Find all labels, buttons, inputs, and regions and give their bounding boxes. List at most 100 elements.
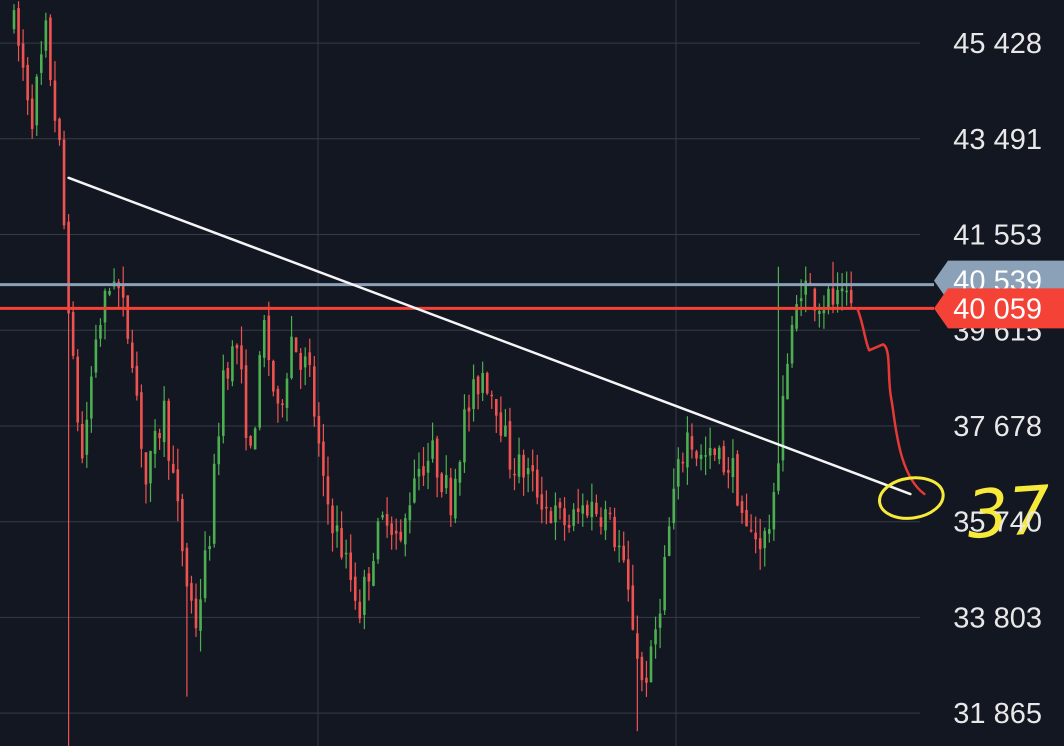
candle-152 <box>704 436 707 476</box>
candle-body-43 <box>208 546 211 550</box>
candle-130 <box>604 500 607 540</box>
candle-body-41 <box>199 599 202 631</box>
candle-body-163 <box>754 532 757 540</box>
candle-110 <box>513 458 516 491</box>
candle-181 <box>836 272 839 313</box>
candle-133 <box>617 530 621 563</box>
candle-body-112 <box>522 454 525 478</box>
candle-57 <box>272 359 275 397</box>
candle-69 <box>326 456 330 525</box>
candle-body-126 <box>586 504 589 516</box>
candle-124 <box>576 488 580 524</box>
candle-body-85 <box>399 531 403 541</box>
candle-body-135 <box>626 559 630 590</box>
candle-139 <box>645 660 648 697</box>
candle-154 <box>713 447 716 461</box>
candle-body-4 <box>30 98 34 130</box>
candle-body-31 <box>153 430 157 454</box>
candle-body-90 <box>422 466 425 476</box>
candle-137 <box>636 615 639 732</box>
candle-body-127 <box>590 501 594 518</box>
candle-body-96 <box>449 477 453 516</box>
candle-body-59 <box>281 403 284 406</box>
price-tags[interactable]: 40 539 40 059 <box>934 260 1064 329</box>
candle-body-116 <box>540 494 544 510</box>
candle-body-174 <box>804 280 807 295</box>
candle-100 <box>467 394 471 432</box>
candle-body-157 <box>727 470 730 473</box>
candle-body-95 <box>444 475 448 489</box>
candle-body-153 <box>708 447 712 456</box>
candle-body-107 <box>499 412 503 436</box>
candle-body-105 <box>490 394 494 397</box>
annotation-yellow-text: 37 <box>964 471 1053 554</box>
candle-149 <box>690 423 694 459</box>
candle-body-181 <box>836 289 839 305</box>
candle-131 <box>608 507 612 520</box>
candle-65 <box>308 338 312 377</box>
candle-170 <box>786 353 789 400</box>
candle-10 <box>58 117 61 146</box>
candle-176 <box>813 287 817 322</box>
candle-body-113 <box>526 468 530 475</box>
candle-body-155 <box>717 447 721 460</box>
candle-146 <box>677 447 680 500</box>
candle-135 <box>626 540 630 602</box>
candle-116 <box>540 476 544 524</box>
candle-150 <box>695 449 698 467</box>
candle-160 <box>740 495 744 524</box>
current-price-tag[interactable]: 40 059 <box>934 288 1064 329</box>
candle-143 <box>663 545 666 615</box>
candle-37 <box>181 493 184 567</box>
candle-142 <box>658 598 662 649</box>
candle-60 <box>285 372 289 422</box>
y-tick-label-6: 33 803 <box>953 602 1042 634</box>
candle-145 <box>672 468 676 530</box>
candle-82 <box>385 497 389 538</box>
annotation-red-path <box>855 307 926 496</box>
candle-90 <box>422 447 425 486</box>
candle-body-30 <box>149 451 152 484</box>
trendline-layer[interactable] <box>67 176 912 496</box>
candle-body-111 <box>517 454 521 477</box>
candle-106 <box>495 398 498 434</box>
candle-178 <box>822 295 826 329</box>
candle-73 <box>344 539 348 569</box>
candle-12 <box>67 214 70 746</box>
candle-45 <box>217 422 221 476</box>
candle-34 <box>167 398 170 480</box>
candle-body-48 <box>231 346 234 382</box>
candle-body-102 <box>476 376 480 395</box>
candle-86 <box>404 513 407 557</box>
candle-121 <box>563 497 566 541</box>
candle-body-62 <box>294 337 298 353</box>
candle-89 <box>417 452 421 491</box>
candle-body-20 <box>103 290 107 323</box>
candle-52 <box>249 435 252 449</box>
candle-91 <box>426 442 430 490</box>
candle-174 <box>804 266 807 313</box>
candle-body-160 <box>740 501 744 513</box>
horizontal-levels[interactable] <box>0 283 934 310</box>
candle-body-119 <box>554 505 557 523</box>
candle-body-75 <box>353 576 357 601</box>
candle-body-56 <box>267 315 271 361</box>
candle-body-5 <box>35 76 39 126</box>
candle-16 <box>85 401 89 468</box>
candle-body-154 <box>713 448 716 456</box>
candle-56 <box>267 301 271 377</box>
candle-112 <box>522 449 525 496</box>
price-axis[interactable]: 45 428 43 491 41 553 39 615 37 678 35 74… <box>953 28 1042 730</box>
candle-body-101 <box>472 379 475 410</box>
candle-body-66 <box>313 366 316 417</box>
candle-body-6 <box>40 54 43 73</box>
current-price-tag-label: 40 059 <box>953 293 1042 325</box>
annotation-yellow-circle <box>878 476 945 520</box>
candle-body-123 <box>572 509 575 526</box>
candle-body-21 <box>108 291 111 295</box>
candle-body-53 <box>253 428 257 450</box>
y-tick-label-1: 43 491 <box>953 124 1042 156</box>
candle-119 <box>554 492 557 541</box>
candle-body-12 <box>67 221 70 314</box>
